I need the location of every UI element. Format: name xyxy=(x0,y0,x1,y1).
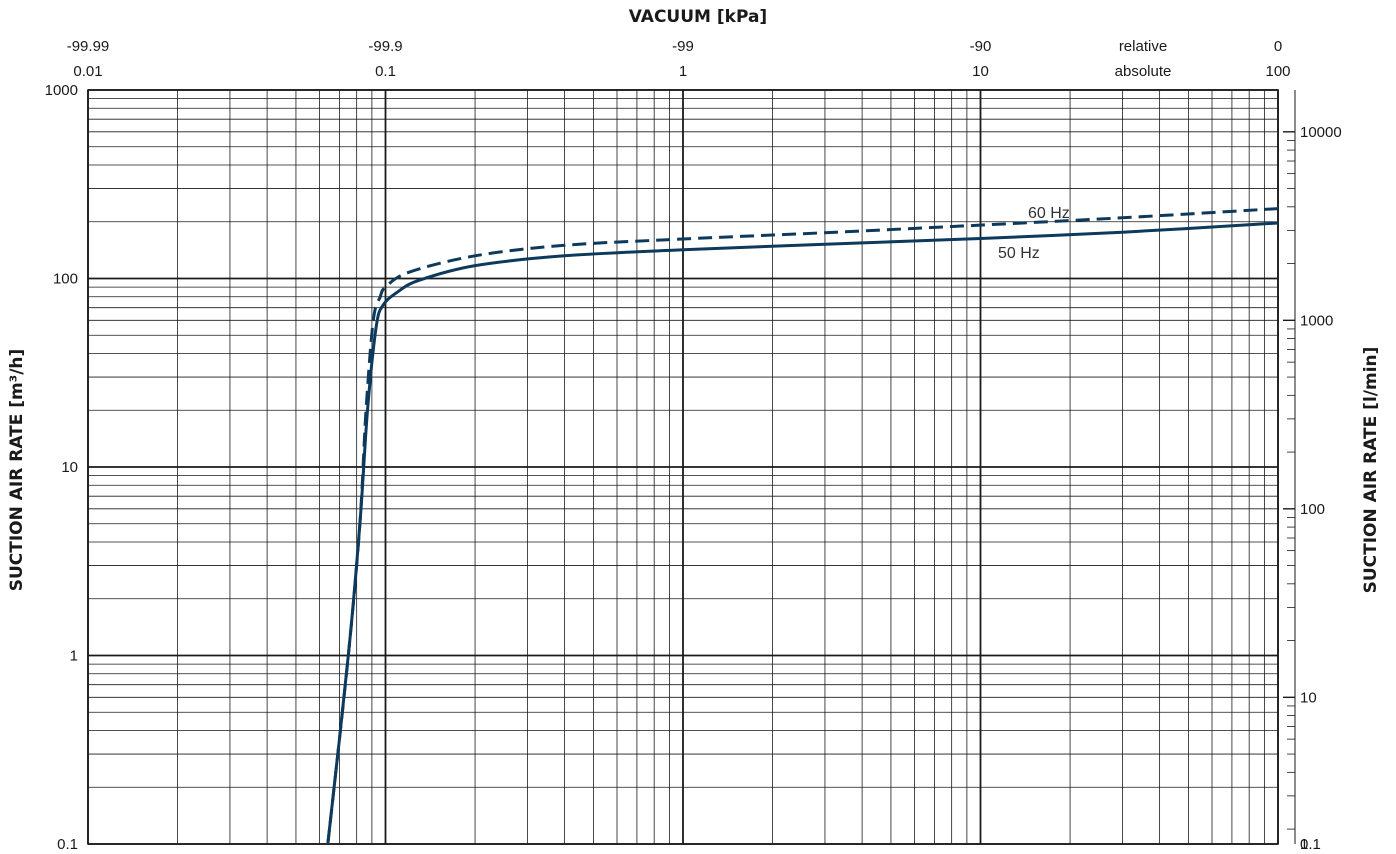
x-tick-label-absolute: 0.01 xyxy=(73,63,102,80)
series-line-50hz xyxy=(326,221,1279,845)
x-tick-label-relative: 0 xyxy=(1274,38,1282,55)
y-tick-label-left: 100 xyxy=(53,271,78,288)
x-tick-label-absolute: 0.1 xyxy=(375,63,396,80)
plot-frame xyxy=(87,89,1279,845)
x-row-label-relative: relative xyxy=(1119,38,1167,55)
right-axis-ticks xyxy=(1283,90,1296,844)
x-tick-label-relative: -99 xyxy=(672,38,694,55)
series-layer xyxy=(326,207,1279,845)
series-label-50hz: 50 Hz xyxy=(998,245,1040,262)
series-line-60hz xyxy=(326,207,1279,845)
x-tick-label-relative: -99.9 xyxy=(368,38,402,55)
y-tick-label-right: 100 xyxy=(1300,501,1325,518)
x-tick-label-relative: -90 xyxy=(970,38,992,55)
y-tick-label-left: 1 xyxy=(70,648,78,665)
y-tick-label-right: 1 xyxy=(1300,836,1308,853)
y-tick-label-right: 1000 xyxy=(1300,312,1333,329)
x-tick-label-absolute: 100 xyxy=(1265,63,1290,80)
y-axis-label-left: SUCTION AIR RATE [m³/h] xyxy=(7,349,27,592)
y-tick-label-left: 0.1 xyxy=(57,836,78,853)
y-tick-label-right: 10000 xyxy=(1300,124,1342,141)
series-label-60hz: 60 Hz xyxy=(1028,205,1070,222)
x-row-label-absolute: absolute xyxy=(1115,63,1172,80)
x-tick-label-absolute: 10 xyxy=(972,63,989,80)
x-tick-label-relative: -99.99 xyxy=(67,38,110,55)
chart-title: VACUUM [kPa] xyxy=(629,7,767,27)
x-tick-label-absolute: 1 xyxy=(679,63,687,80)
y-tick-label-left: 1000 xyxy=(45,82,78,99)
y-axis-label-right: SUCTION AIR RATE [l/min] xyxy=(1361,347,1381,594)
y-tick-label-right: 0.1 xyxy=(1300,836,1321,853)
y-tick-label-left: 10 xyxy=(61,459,78,476)
tick-labels: -99.99 -99.9 -99 -90 00.01 0.1 1 10 1000.1110100… xyxy=(45,38,1342,853)
y-tick-label-right: 10 xyxy=(1300,689,1317,706)
